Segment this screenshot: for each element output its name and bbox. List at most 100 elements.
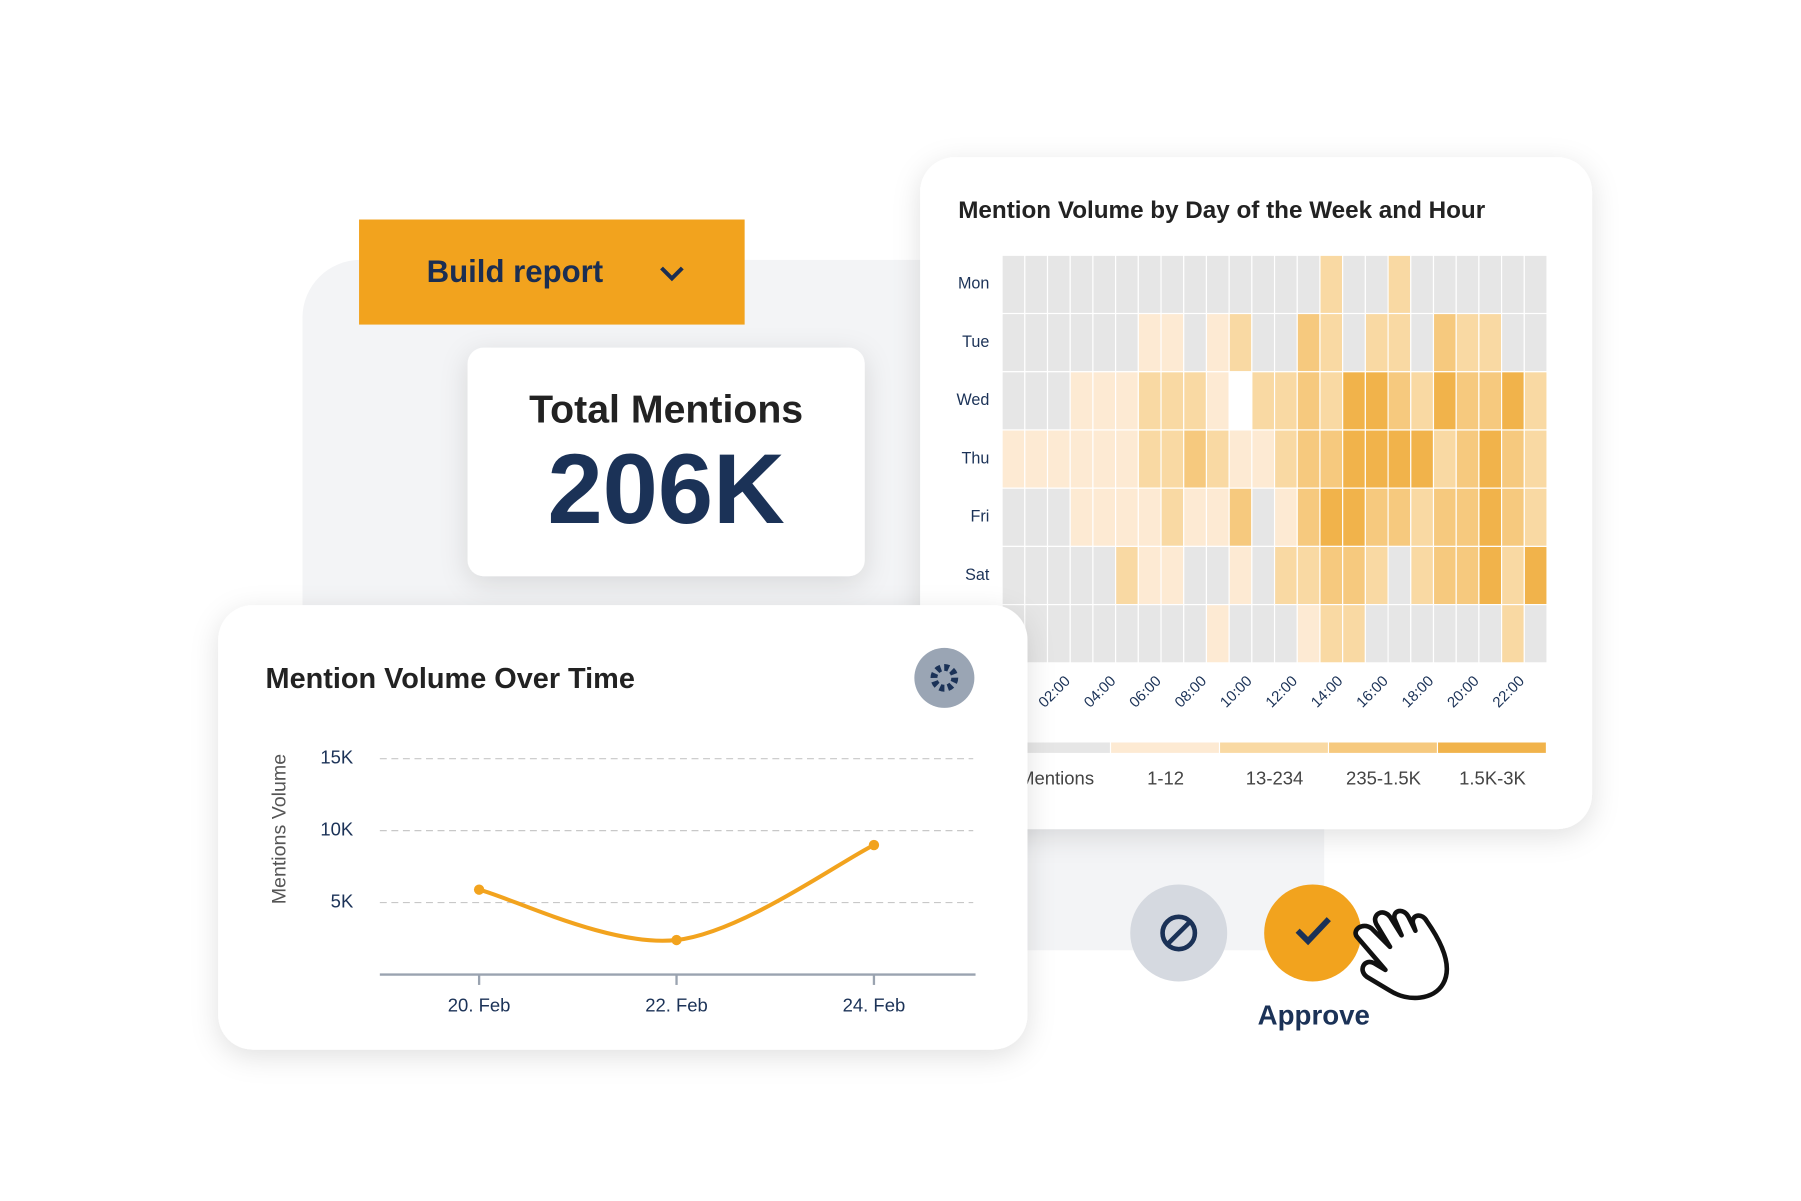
heat-cell xyxy=(1183,371,1208,431)
heat-cell xyxy=(1273,604,1298,664)
heat-cell xyxy=(1069,312,1094,373)
heat-cell xyxy=(1251,312,1276,373)
heat-cell xyxy=(1137,487,1162,547)
heat-cell xyxy=(1024,545,1049,606)
heat-cell xyxy=(1523,254,1548,315)
heat-cell xyxy=(1523,487,1548,547)
heat-cell xyxy=(1342,312,1366,373)
heat-cell xyxy=(1273,312,1298,373)
heat-cell xyxy=(1387,487,1412,547)
heat-cell xyxy=(1410,254,1435,315)
heat-cell xyxy=(1455,371,1480,431)
heat-cell xyxy=(1501,604,1525,664)
heat-cell xyxy=(1455,604,1480,664)
heat-cell xyxy=(1410,604,1435,664)
heat-cell xyxy=(1523,604,1548,664)
heat-cell xyxy=(1092,487,1117,547)
heat-cell xyxy=(1046,487,1071,547)
heat-cell xyxy=(1092,312,1117,373)
approve-label: Approve xyxy=(1258,1000,1370,1031)
heat-cell xyxy=(1319,371,1344,431)
build-report-label: Build report xyxy=(427,254,604,289)
row-label: Fri xyxy=(971,508,990,526)
heat-cell xyxy=(1024,487,1049,547)
total-card xyxy=(467,347,865,577)
heat-cell xyxy=(1523,371,1548,431)
row-label: Mon xyxy=(958,275,989,293)
heat-cell xyxy=(1501,545,1525,606)
heat-cell xyxy=(1115,371,1139,431)
heat-cell xyxy=(1115,312,1139,373)
heat-cell xyxy=(1160,429,1185,489)
heat-cell xyxy=(1410,371,1435,431)
heat-cell xyxy=(1024,371,1049,431)
heat-cell xyxy=(1205,371,1230,431)
heat-cell xyxy=(1501,487,1525,547)
heat-cell xyxy=(1228,487,1253,547)
heat-cell xyxy=(1342,371,1366,431)
heat-cell xyxy=(1115,429,1139,489)
y-axis-title: Mentions Volume xyxy=(269,754,291,905)
heat-cell xyxy=(1183,604,1208,664)
heat-cell xyxy=(1115,545,1139,606)
heat-cell xyxy=(1455,545,1480,606)
heat-cell xyxy=(1523,312,1548,373)
heat-cell xyxy=(1001,312,1026,373)
heat-cell xyxy=(1228,371,1253,431)
heat-cell xyxy=(1342,429,1366,489)
heat-cell xyxy=(1069,371,1094,431)
heat-cell xyxy=(1364,254,1389,315)
legend-label: 1.5K-3K xyxy=(1459,767,1526,788)
ban-icon xyxy=(1160,914,1198,952)
heat-cell xyxy=(1296,371,1321,431)
heat-cell xyxy=(1251,604,1276,664)
heat-cell xyxy=(1273,545,1298,606)
heat-cell xyxy=(1387,545,1412,606)
dropdown-chevron xyxy=(660,266,684,282)
heatmap-title: Mention Volume by Day of the Week and Ho… xyxy=(958,197,1486,224)
heat-cell xyxy=(1092,429,1117,489)
row-label: Sat xyxy=(965,566,990,584)
heatmap-card: Mention Volume by Day of the Week and Ho… xyxy=(920,157,1593,830)
heat-cell xyxy=(1092,371,1117,431)
row-label: Thu xyxy=(962,449,990,467)
heat-cell xyxy=(1387,604,1412,664)
heat-cell xyxy=(1251,545,1276,606)
heat-cell xyxy=(1001,545,1026,606)
heat-cell xyxy=(1455,312,1480,373)
row-label: Wed xyxy=(956,391,989,409)
heat-cell xyxy=(1342,254,1366,315)
legend-label: 235-1.5K xyxy=(1346,767,1422,788)
heat-cell xyxy=(1387,254,1412,315)
heat-cell xyxy=(1115,487,1139,547)
heat-cell xyxy=(1296,604,1321,664)
heat-cell xyxy=(1455,487,1480,547)
heat-cell xyxy=(1296,545,1321,606)
x-tick-label: 22. Feb xyxy=(645,995,708,1016)
heat-cell xyxy=(1115,604,1139,664)
heat-cell xyxy=(1364,545,1389,606)
heat-cell xyxy=(1364,487,1389,547)
heat-cell xyxy=(1092,545,1117,606)
heat-cell xyxy=(1342,604,1366,664)
total-value: 206K xyxy=(547,434,784,545)
heat-cell xyxy=(1273,371,1298,431)
heat-cell xyxy=(1319,545,1344,606)
heat-cell xyxy=(1455,254,1480,315)
heat-cell xyxy=(1478,604,1503,664)
heat-cell xyxy=(1501,312,1525,373)
heat-cell xyxy=(1364,312,1389,373)
heat-cell xyxy=(1342,487,1366,547)
heat-cell xyxy=(1092,604,1117,664)
heat-cell xyxy=(1001,254,1026,315)
heat-cell xyxy=(1205,604,1230,664)
heat-cell xyxy=(1046,604,1071,664)
heat-cell xyxy=(1273,429,1298,489)
heat-cell xyxy=(1160,312,1185,373)
point xyxy=(671,934,682,946)
heat-cell xyxy=(1115,254,1139,315)
heat-cell xyxy=(1273,487,1298,547)
heat-cell xyxy=(1160,487,1185,547)
heat-cell xyxy=(1046,312,1071,373)
